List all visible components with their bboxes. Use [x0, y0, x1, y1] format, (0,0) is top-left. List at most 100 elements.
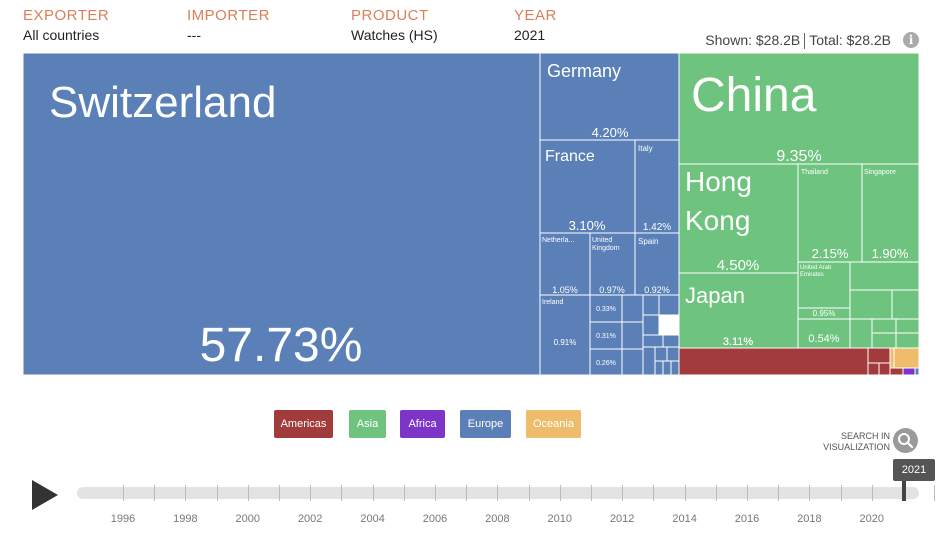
treemap-cell[interactable] [634, 139, 680, 234]
treemap-country-label: Emirates [800, 272, 824, 278]
treemap-cell[interactable] [539, 232, 591, 296]
treemap-cell[interactable] [621, 294, 644, 323]
treemap-value-label: 0.97% [599, 285, 625, 295]
timeline-year-label: 1998 [173, 513, 198, 525]
treemap-cell[interactable] [871, 318, 897, 334]
treemap-cell[interactable] [871, 332, 897, 349]
treemap-country-label: Japan [685, 283, 745, 308]
treemap-cell[interactable] [23, 53, 541, 375]
timeline-tick [123, 485, 124, 501]
legend-oceania-button[interactable]: Oceania [526, 410, 581, 438]
timeline-tick [466, 485, 468, 501]
treemap-cell[interactable] [642, 346, 656, 375]
importer-selector[interactable]: --- [187, 27, 201, 43]
treemap-value-label: 0.54% [808, 333, 839, 345]
treemap-cell[interactable] [867, 347, 891, 364]
timeline-year-label: 2000 [235, 513, 261, 525]
treemap-cell[interactable] [678, 163, 799, 274]
treemap-value-label: 0.91% [554, 338, 577, 347]
legend-americas-button[interactable]: Americas [274, 410, 333, 438]
treemap-value-label: 0.26% [596, 360, 616, 367]
treemap-cell[interactable] [658, 294, 680, 316]
timeline-tick [747, 485, 748, 501]
treemap-cell[interactable] [895, 318, 919, 334]
treemap-cell[interactable] [678, 347, 869, 375]
treemap-cell[interactable] [666, 346, 680, 362]
treemap-cell[interactable] [539, 294, 591, 375]
legend-europe-button[interactable]: Europe [460, 410, 511, 438]
info-icon[interactable]: i [903, 32, 919, 48]
treemap-cell[interactable] [642, 314, 660, 336]
treemap-value-label: 2.15% [812, 246, 849, 261]
search-icon[interactable] [893, 428, 918, 453]
treemap-country-label: Kingdom [592, 245, 620, 252]
treemap-cell[interactable] [867, 362, 880, 375]
search-label: SEARCH IN VISUALIZATION [820, 431, 890, 453]
timeline-tick [809, 485, 811, 501]
treemap-country-label: Hong [685, 166, 752, 197]
selected-year-tooltip: 2021 [893, 459, 935, 481]
treemap-country-label: China [691, 69, 817, 122]
treemap-value-label: 1.90% [872, 246, 909, 261]
treemap-cell[interactable] [621, 321, 644, 350]
treemap-cell[interactable] [891, 289, 919, 320]
timeline-tick [871, 485, 873, 501]
timeline-tick [684, 485, 686, 501]
treemap-cell[interactable] [889, 367, 904, 375]
treemap-cell[interactable] [902, 367, 916, 375]
treemap-country-label: Kong [685, 205, 750, 236]
treemap-cell[interactable] [662, 334, 680, 348]
treemap-cell[interactable] [654, 346, 668, 362]
treemap-value-label: 3.11% [723, 336, 754, 348]
treemap-country-label: Germany [547, 61, 621, 81]
shown-total-summary: Shown: $28.2B Total: $28.2B [705, 32, 891, 50]
timeline-tick [528, 485, 530, 501]
treemap-country-label: France [545, 148, 595, 165]
search-label-line2: VISUALIZATION [823, 442, 890, 452]
total-value: $28.2B [846, 32, 891, 48]
timeline-handle[interactable] [902, 481, 906, 501]
treemap-cell[interactable] [849, 289, 893, 320]
treemap-cell[interactable] [662, 360, 672, 375]
treemap-cell[interactable] [914, 367, 919, 375]
treemap-cell[interactable] [797, 318, 851, 349]
exporter-selector[interactable]: All countries [23, 27, 100, 43]
legend-africa-button[interactable]: Africa [400, 410, 445, 438]
treemap-cell[interactable] [849, 318, 873, 349]
treemap-chart[interactable]: Switzerland 57.73% Germany 4.20% France 3.10%… [23, 53, 919, 375]
treemap-value-label: 1.42% [643, 222, 671, 233]
treemap-cell[interactable] [889, 347, 895, 369]
treemap-cell[interactable] [878, 362, 891, 375]
timeline-tick [840, 485, 842, 501]
legend-asia-button[interactable]: Asia [349, 410, 386, 438]
treemap-cell[interactable] [642, 334, 664, 348]
search-label-line1: SEARCH IN [840, 431, 890, 441]
treemap-country-label: Switzerland [49, 78, 276, 127]
timeline-tick [310, 485, 312, 501]
timeline-tick [715, 485, 717, 501]
treemap-cell[interactable] [539, 139, 636, 234]
timeline-tick [372, 485, 374, 501]
treemap-cell[interactable] [678, 53, 919, 165]
treemap-cell[interactable] [893, 347, 919, 369]
treemap-value-label: 9.35% [776, 148, 821, 165]
timeline-tick [279, 485, 280, 501]
year-selector[interactable]: 2021 [514, 27, 546, 43]
treemap-cell[interactable] [539, 53, 680, 141]
treemap-cell[interactable] [678, 272, 799, 349]
play-icon[interactable] [32, 480, 58, 510]
treemap-value-label: 4.50% [717, 257, 760, 274]
treemap-cell[interactable] [642, 294, 660, 316]
treemap-cell[interactable] [849, 261, 919, 291]
treemap-cell[interactable] [670, 360, 680, 375]
treemap-cell[interactable] [621, 348, 644, 375]
timeline-year-label: 2016 [734, 513, 760, 525]
timeline-year-label: 2014 [672, 513, 697, 525]
product-selector[interactable]: Watches (HS) [351, 27, 438, 43]
treemap-country-label: United [592, 237, 612, 244]
timeline-tick [247, 485, 249, 501]
treemap-cell[interactable] [797, 163, 863, 263]
treemap-cell[interactable] [654, 360, 664, 375]
timeline-year-label: 2002 [297, 513, 323, 525]
treemap-cell[interactable] [895, 332, 919, 349]
